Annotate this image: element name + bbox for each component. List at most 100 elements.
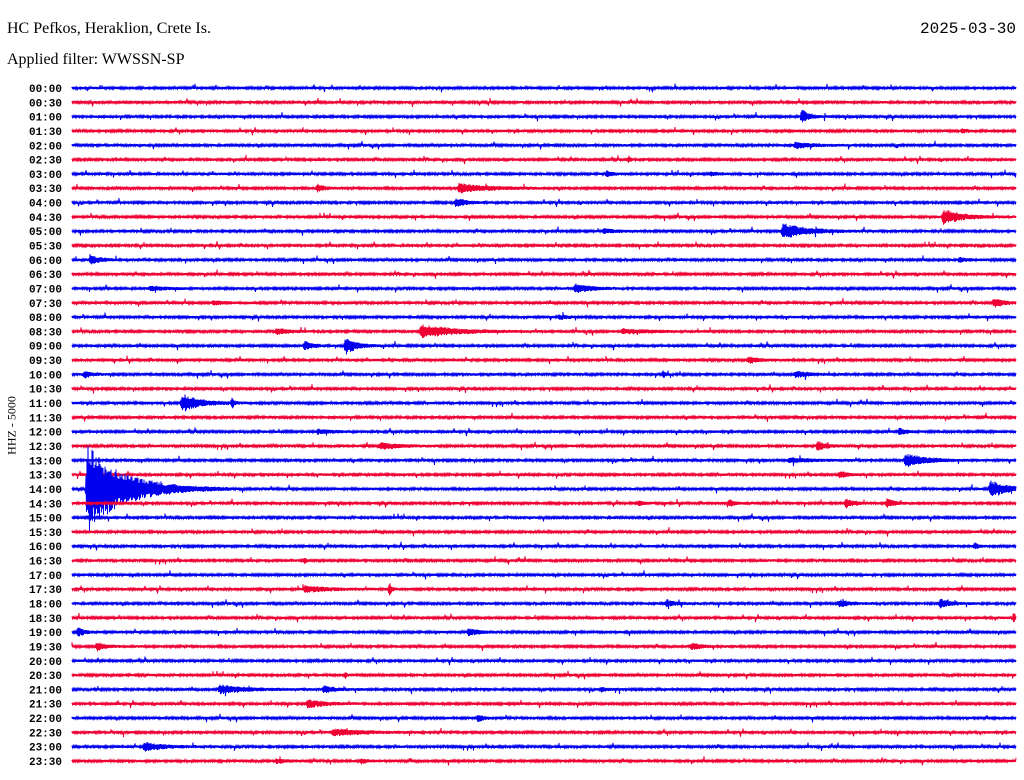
trace-1330: [71, 470, 1017, 480]
time-label: 18:00: [29, 599, 62, 611]
time-label: 10:00: [29, 370, 62, 382]
trace-0730: [71, 298, 1017, 308]
trace-0000: [71, 83, 1017, 93]
time-label: 05:00: [29, 227, 62, 239]
time-label: 02:00: [29, 141, 62, 153]
trace-1700: [71, 570, 1017, 580]
trace-2330: [71, 756, 1017, 766]
time-label: 19:30: [29, 642, 62, 654]
time-label: 01:30: [29, 127, 62, 139]
trace-1630: [71, 556, 1017, 565]
time-label: 04:00: [29, 199, 62, 211]
trace-2000: [71, 656, 1017, 666]
trace-2130: [71, 699, 1017, 709]
trace-0200: [71, 140, 1017, 150]
filter-label: Applied filter: WWSSN-SP: [7, 51, 185, 68]
time-label: 07:00: [29, 284, 62, 296]
time-label: 04:30: [29, 213, 62, 225]
date-label: 2025-03-30: [919, 20, 1016, 38]
time-label: 19:00: [29, 628, 62, 640]
time-label: 20:00: [29, 657, 62, 669]
trace-0930: [71, 355, 1017, 365]
time-label: 05:30: [29, 242, 62, 254]
time-label: 03:00: [29, 170, 62, 182]
trace-1500: [71, 513, 1017, 522]
time-label: 03:30: [29, 184, 62, 196]
trace-1730: [71, 583, 1017, 596]
trace-2100: [71, 684, 1017, 697]
trace-1600: [71, 541, 1017, 551]
trace-0630: [71, 269, 1017, 279]
time-label: 21:00: [29, 685, 62, 697]
trace-1130: [71, 412, 1017, 423]
trace-0030: [71, 97, 1017, 107]
time-label: 16:00: [29, 542, 62, 554]
time-label: 15:30: [29, 528, 62, 540]
time-label: 16:30: [29, 557, 62, 569]
trace-0130: [71, 127, 1017, 136]
trace-1400: [71, 446, 1017, 532]
time-label: 20:30: [29, 671, 62, 683]
trace-0500: [71, 223, 1017, 238]
time-label: 13:00: [29, 456, 62, 468]
trace-1200: [71, 427, 1017, 437]
trace-0800: [71, 311, 1017, 322]
trace-0600: [71, 254, 1017, 265]
trace-0100: [71, 110, 1017, 123]
time-label: 09:00: [29, 342, 62, 354]
time-label: 18:30: [29, 614, 62, 626]
time-label: 06:00: [29, 256, 62, 268]
time-label: 00:00: [29, 84, 62, 96]
time-label: 22:00: [29, 714, 62, 726]
trace-0430: [71, 210, 1017, 225]
trace-1300: [71, 454, 1017, 467]
trace-1900: [71, 627, 1017, 637]
time-label: 08:00: [29, 313, 62, 325]
time-label: 12:00: [29, 428, 62, 440]
time-label: 11:30: [29, 413, 62, 425]
time-label: 08:30: [29, 327, 62, 339]
station-title: HC Pefkos, Heraklion, Crete Is.: [7, 20, 211, 37]
trace-0830: [71, 324, 1017, 338]
time-label: 14:30: [29, 499, 62, 511]
trace-1800: [71, 598, 1017, 610]
trace-1930: [71, 641, 1017, 652]
trace-2200: [71, 713, 1017, 723]
trace-2300: [71, 741, 1017, 752]
time-label: 10:30: [29, 385, 62, 397]
trace-0330: [71, 182, 1017, 194]
time-label: 12:30: [29, 442, 62, 454]
trace-1000: [71, 370, 1017, 381]
time-label: 21:30: [29, 700, 62, 712]
trace-1100: [71, 394, 1017, 412]
time-label: 01:00: [29, 113, 62, 125]
time-label: 11:00: [29, 399, 62, 411]
time-label: 23:30: [29, 757, 62, 769]
trace-1430: [71, 498, 1017, 509]
trace-0900: [71, 338, 1017, 355]
time-label: 00:30: [29, 98, 62, 110]
time-label: 14:00: [29, 485, 62, 497]
trace-0530: [71, 241, 1017, 250]
time-label: 23:00: [29, 743, 62, 755]
time-label: 15:00: [29, 514, 62, 526]
trace-0300: [71, 169, 1017, 179]
time-label: 07:30: [29, 299, 62, 311]
trace-1030: [71, 384, 1017, 394]
time-label: 09:30: [29, 356, 62, 368]
trace-0400: [71, 197, 1017, 207]
trace-0700: [71, 283, 1017, 294]
time-label: 22:30: [29, 728, 62, 740]
trace-1530: [71, 527, 1017, 537]
trace-1830: [71, 612, 1017, 623]
trace-2230: [71, 727, 1017, 738]
trace-0230: [71, 154, 1017, 165]
time-label: 13:30: [29, 471, 62, 483]
trace-2030: [71, 670, 1017, 680]
time-label: 17:00: [29, 571, 62, 583]
time-label: 02:30: [29, 156, 62, 168]
trace-1230: [71, 440, 1017, 451]
time-label: 17:30: [29, 585, 62, 597]
time-label: 06:30: [29, 270, 62, 282]
